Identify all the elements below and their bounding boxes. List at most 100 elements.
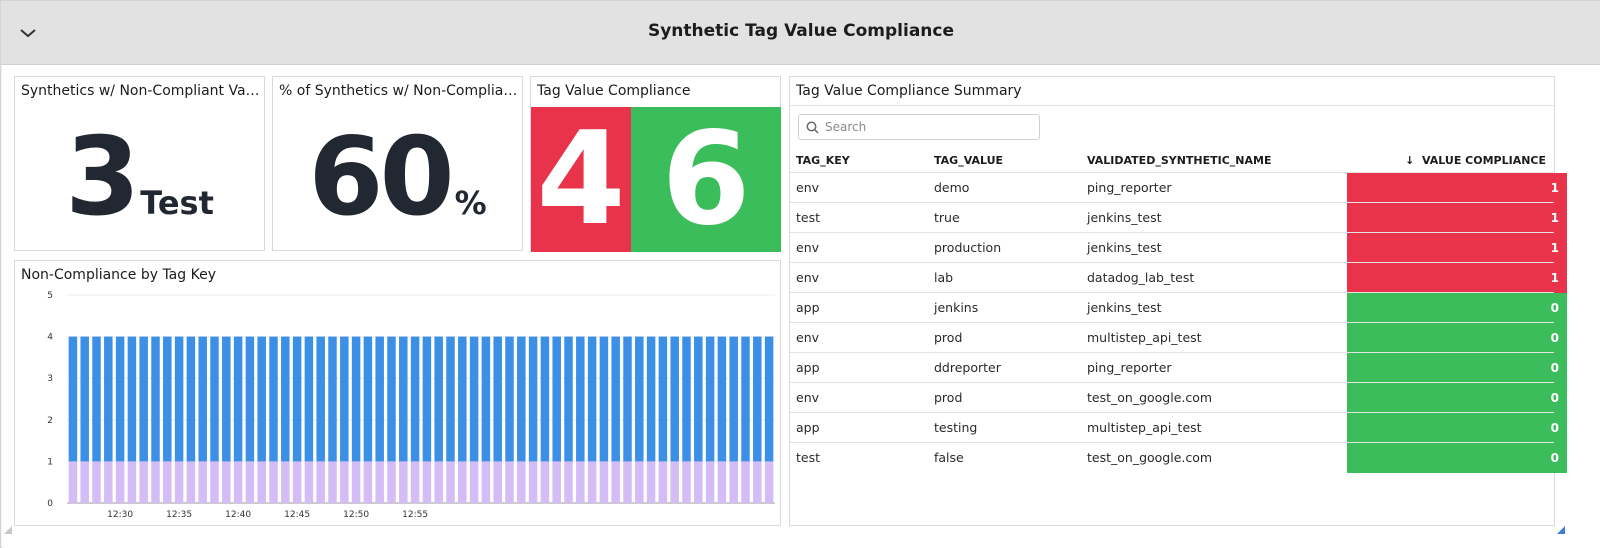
tag-key-cell: app <box>796 360 820 375</box>
bar-segment <box>540 461 550 503</box>
query-value: 60% <box>273 115 522 240</box>
bar-segment <box>375 336 384 462</box>
bar-segment <box>198 461 207 503</box>
bar-segment <box>493 336 502 462</box>
table-row[interactable]: test true jenkins_test 1 <box>790 202 1567 233</box>
bar-segment <box>351 336 361 462</box>
bar-segment <box>281 461 290 503</box>
bar-segment <box>469 461 479 503</box>
compliant-count-tile[interactable]: 6 <box>631 107 781 252</box>
bar-segment <box>387 336 396 462</box>
tag-value-cell: testing <box>934 420 978 435</box>
table-row[interactable]: env prod test_on_google.com 0 <box>790 382 1567 413</box>
column-header-tag-key[interactable]: TAG_KEY <box>796 154 850 167</box>
bar-segment <box>245 336 255 462</box>
bar-segment <box>269 461 278 503</box>
tag-value-cell: true <box>934 210 960 225</box>
noncompliant-percent-widget[interactable]: % of Synthetics w/ Non-Compliant ... 60% <box>272 76 523 251</box>
search-icon <box>806 121 819 134</box>
tag-value-compliance-summary-widget[interactable]: Tag Value Compliance Summary Search TAG_… <box>789 76 1567 526</box>
bar-segment <box>446 461 455 503</box>
table-area: Search TAG_KEY TAG_VALUE VALIDATED_SYNTH… <box>790 105 1567 473</box>
bar-segment <box>80 461 89 503</box>
x-tick-label: 12:35 <box>166 510 192 520</box>
bar-segment <box>139 461 148 503</box>
bar-segment <box>611 461 620 503</box>
bar-segment <box>528 461 538 503</box>
bar-segment <box>351 461 361 503</box>
bar-segment <box>458 461 467 503</box>
bar-segment <box>92 461 101 503</box>
bar-segment <box>399 461 408 503</box>
bar-segment <box>304 336 314 462</box>
resize-handle-icon[interactable] <box>4 526 12 534</box>
value-compliance-cell: 0 <box>1347 293 1567 323</box>
bar-segment <box>587 336 597 462</box>
table-row[interactable]: app testing multistep_api_test 0 <box>790 412 1567 443</box>
bar-segment <box>753 336 762 462</box>
tag-key-cell: env <box>796 180 820 195</box>
widget-title: % of Synthetics w/ Non-Compliant ... <box>279 83 519 99</box>
bar-segment <box>753 461 762 503</box>
tag-key-cell: env <box>796 270 820 285</box>
bar-segment <box>222 461 231 503</box>
synthetic-name-cell: test_on_google.com <box>1087 450 1213 465</box>
table-row[interactable]: app ddreporter ping_reporter 0 <box>790 352 1567 383</box>
column-header-tag-value[interactable]: TAG_VALUE <box>934 154 1004 167</box>
bar-segment <box>517 336 526 462</box>
table-row[interactable]: env lab datadog_lab_test 1 <box>790 262 1567 293</box>
bar-segment <box>505 461 514 503</box>
x-tick-label: 12:40 <box>225 510 251 520</box>
resize-handle-icon[interactable] <box>1557 526 1565 534</box>
synthetic-name-cell: ping_reporter <box>1087 360 1172 375</box>
bar-segment <box>387 461 396 503</box>
tag-value-cell: jenkins <box>934 300 979 315</box>
table-row[interactable]: env prod multistep_api_test 0 <box>790 322 1567 353</box>
bar-segment <box>233 461 243 503</box>
bar-segment <box>340 461 349 503</box>
table-row[interactable]: app jenkins jenkins_test 0 <box>790 292 1567 323</box>
value-compliance-cell: 0 <box>1347 323 1567 353</box>
search-input[interactable]: Search <box>798 114 1040 140</box>
table-row[interactable]: test false test_on_google.com 0 <box>790 442 1567 473</box>
non-compliance-by-tag-key-widget[interactable]: Non-Compliance by Tag Key 0 1 2 3 4 5 12:30 12:… <box>14 260 781 526</box>
synthetic-name-cell: test_on_google.com <box>1087 390 1213 405</box>
bar-segment <box>210 336 219 462</box>
bar-segment <box>316 336 325 462</box>
bar-segment <box>410 336 420 462</box>
stacked-bar-chart[interactable]: 0 1 2 3 4 5 12:30 12:35 12:40 12:45 12:50 12:55 <box>15 289 780 525</box>
table-row[interactable]: env production jenkins_test 1 <box>790 232 1567 263</box>
value-compliance-cell: 0 <box>1347 413 1567 443</box>
y-tick-label: 2 <box>47 416 53 426</box>
column-header-value-compliance[interactable]: ↓ VALUE COMPLIANCE <box>1405 154 1546 167</box>
synthetic-name-cell: jenkins_test <box>1087 300 1162 315</box>
tag-value-cell: prod <box>934 330 963 345</box>
tag-value-cell: ddreporter <box>934 360 1001 375</box>
chevron-down-icon[interactable] <box>15 21 41 45</box>
bar-segment <box>670 461 679 503</box>
bar-segment <box>292 336 302 462</box>
bar-segment <box>210 461 219 503</box>
bar-segment <box>257 461 266 503</box>
bar-segment <box>717 461 727 503</box>
noncompliant-count-tile[interactable]: 4 <box>531 107 631 252</box>
tag-value-compliance-widget[interactable]: Tag Value Compliance 4 6 <box>530 76 781 252</box>
bar-segment <box>104 461 113 503</box>
bar-segment <box>92 336 101 462</box>
bar-segment <box>505 336 514 462</box>
synthetic-name-cell: jenkins_test <box>1087 210 1162 225</box>
bar-segment <box>375 461 384 503</box>
noncompliant-values-widget[interactable]: Synthetics w/ Non-Compliant Values 3 Test <box>14 76 265 251</box>
bar-segment <box>434 461 443 503</box>
bar-segment <box>623 461 632 503</box>
bar-segment <box>151 461 160 503</box>
y-tick-label: 4 <box>47 333 53 343</box>
synthetic-name-cell: multistep_api_test <box>1087 420 1202 435</box>
value-compliance-cell: 1 <box>1347 263 1567 293</box>
widget-title: Tag Value Compliance <box>537 83 691 99</box>
table-row[interactable]: env demo ping_reporter 1 <box>790 172 1567 203</box>
bar-segment <box>139 336 148 462</box>
column-header-synthetic-name[interactable]: VALIDATED_SYNTHETIC_NAME <box>1087 154 1272 167</box>
value: 3 <box>65 115 140 240</box>
